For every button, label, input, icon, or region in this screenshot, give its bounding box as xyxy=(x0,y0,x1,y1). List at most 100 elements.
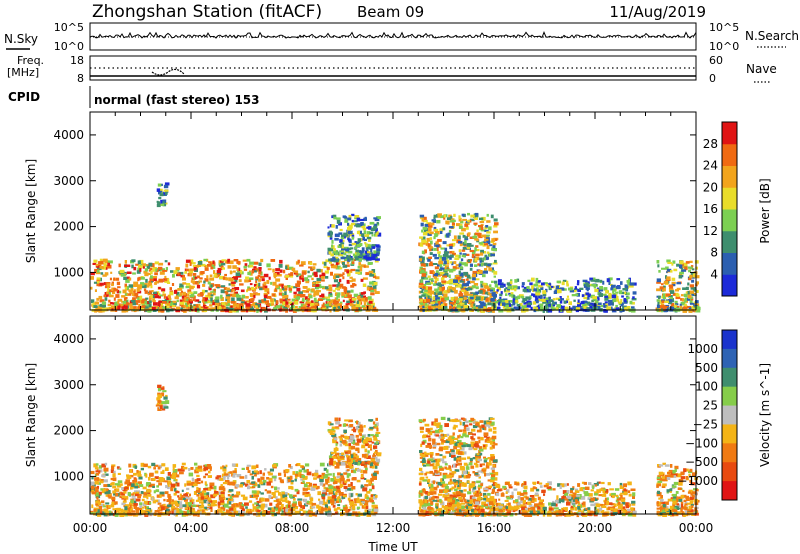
echo-cell xyxy=(152,267,156,272)
echo-cell xyxy=(373,223,378,228)
echo-cell xyxy=(444,247,448,252)
echo-cell xyxy=(421,250,425,254)
echo-cell xyxy=(353,220,358,223)
echo-cell xyxy=(531,285,534,289)
echo-cell xyxy=(620,299,623,303)
echo-cell xyxy=(287,285,291,288)
echo-cell xyxy=(439,287,442,291)
echo-cell xyxy=(350,284,355,288)
colorbar-tick: 12 xyxy=(703,224,718,238)
echo-cell xyxy=(253,484,256,487)
echo-cell xyxy=(295,475,298,479)
echo-cell xyxy=(95,265,101,268)
echo-cell xyxy=(146,506,149,510)
echo-cell xyxy=(119,495,122,499)
echo-cell xyxy=(313,472,319,477)
echo-cell xyxy=(537,280,541,283)
echo-cell xyxy=(298,472,302,475)
echo-cell xyxy=(104,462,108,466)
echo-cell xyxy=(432,298,436,303)
echo-cell xyxy=(156,397,161,401)
echo-cell xyxy=(337,305,342,310)
echo-cell xyxy=(274,288,278,292)
echo-cell xyxy=(663,307,666,311)
echo-cell xyxy=(373,445,378,449)
echo-cell xyxy=(504,299,509,304)
echo-cell xyxy=(688,307,692,310)
echo-cell xyxy=(436,247,439,251)
echo-cell xyxy=(353,469,357,474)
echo-cell xyxy=(347,487,351,491)
echo-cell xyxy=(342,299,345,303)
echo-cell xyxy=(255,286,258,290)
echo-cell xyxy=(244,502,249,506)
echo-cell xyxy=(315,469,319,473)
echo-cell xyxy=(535,297,539,302)
echo-cell xyxy=(247,511,253,515)
echo-cell xyxy=(339,475,345,479)
echo-cell xyxy=(499,302,504,306)
echo-cell xyxy=(204,301,208,304)
echo-cell xyxy=(241,467,245,470)
echo-cell xyxy=(541,298,546,302)
echo-cell xyxy=(239,484,243,488)
echo-cell xyxy=(428,278,434,281)
echo-cell xyxy=(286,510,290,515)
echo-cell xyxy=(293,270,299,273)
echo-cell xyxy=(438,258,443,263)
echo-cell xyxy=(490,214,494,219)
echo-cell xyxy=(421,236,426,241)
echo-cell xyxy=(244,474,248,479)
ytick-label: 1000 xyxy=(53,265,84,279)
echo-cell xyxy=(212,260,215,264)
echo-cell xyxy=(346,454,349,458)
echo-cell xyxy=(560,305,565,310)
echo-cell xyxy=(337,298,340,302)
echo-cell xyxy=(667,295,673,298)
echo-cell xyxy=(195,504,199,507)
echo-cell xyxy=(673,268,678,272)
echo-cell xyxy=(434,289,439,292)
echo-cell xyxy=(605,289,609,294)
colorbar-segment xyxy=(722,274,737,297)
echo-cell xyxy=(288,480,294,483)
echo-cell xyxy=(96,306,101,310)
echo-cell xyxy=(208,470,211,474)
echo-cell xyxy=(351,466,354,469)
echo-cell xyxy=(285,500,290,503)
echo-cell xyxy=(515,299,518,303)
echo-cell xyxy=(614,298,620,302)
echo-cell xyxy=(266,477,270,480)
echo-cell xyxy=(422,286,426,289)
echo-cell xyxy=(107,260,113,264)
echo-cell xyxy=(132,500,137,504)
echo-cell xyxy=(177,495,180,498)
echo-cell xyxy=(356,420,359,425)
echo-cell xyxy=(305,296,308,300)
echo-cell xyxy=(483,282,487,286)
echo-cell xyxy=(365,443,369,447)
echo-cell xyxy=(228,501,232,505)
echo-cell xyxy=(445,233,449,236)
echo-cell xyxy=(249,473,253,476)
echo-cell xyxy=(302,298,305,302)
echo-cell xyxy=(370,462,374,467)
echo-cell xyxy=(424,224,429,227)
echo-cell xyxy=(436,244,440,248)
echo-cell xyxy=(344,217,348,222)
echo-cell xyxy=(124,283,127,288)
echo-cell xyxy=(135,511,139,515)
echo-cell xyxy=(157,407,162,411)
echo-cell xyxy=(361,297,365,301)
echo-cell xyxy=(333,449,337,454)
echo-cell xyxy=(267,507,273,511)
echo-cell xyxy=(311,289,315,292)
echo-cell xyxy=(292,471,295,475)
echo-cell xyxy=(120,304,123,308)
echo-cell xyxy=(334,452,340,456)
echo-cell xyxy=(575,293,579,297)
echo-cell xyxy=(350,222,356,226)
echo-cell xyxy=(306,289,310,292)
echo-cell xyxy=(125,302,129,306)
echo-cell xyxy=(354,215,360,218)
